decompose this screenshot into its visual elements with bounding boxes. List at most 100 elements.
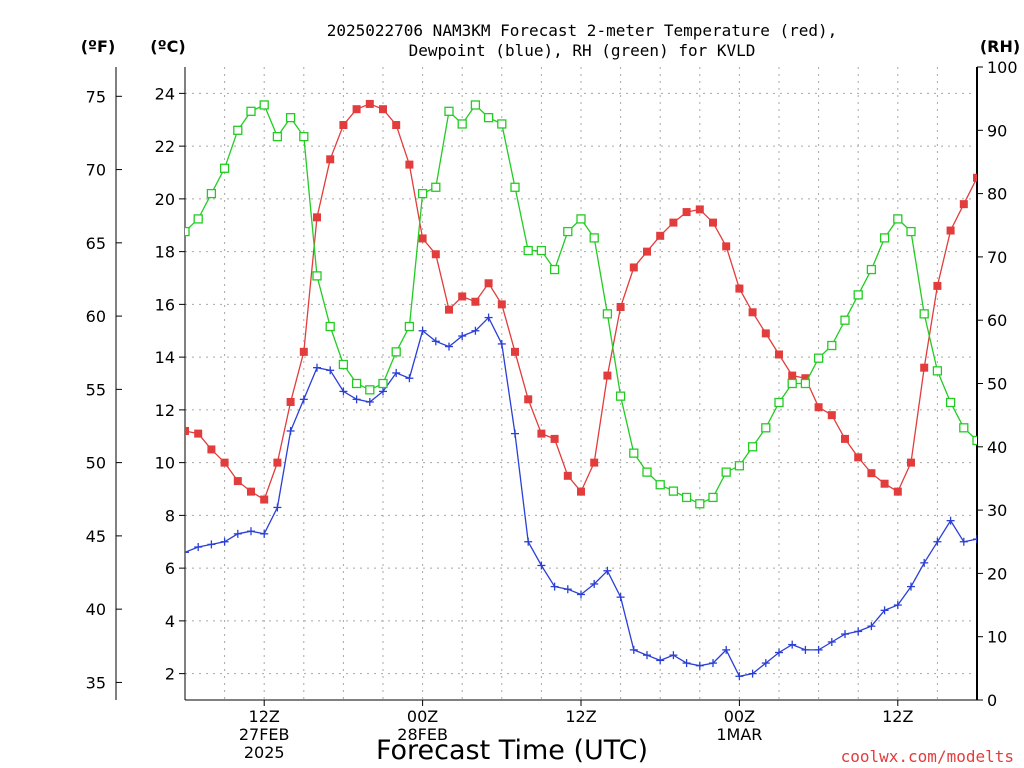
x-tick-label: 1MAR [716, 725, 762, 744]
dewpoint-point [185, 548, 189, 557]
temperature-point [827, 411, 836, 420]
rh-tick-label: 30 [987, 501, 1007, 520]
dewpoint-point [854, 627, 863, 636]
celsius-axis-header: (ºC) [150, 37, 185, 56]
rh-point [219, 163, 230, 173]
celsius-tick-label: 14 [155, 348, 175, 367]
celsius-tick-label: 22 [155, 137, 175, 156]
x-tick-label: 00Z [724, 707, 755, 726]
rh-point [193, 214, 203, 224]
dewpoint-point [867, 622, 876, 631]
rh-point [668, 486, 679, 496]
fahrenheit-tick-label: 70 [86, 161, 106, 180]
fahrenheit-tick-label: 45 [86, 527, 106, 546]
dewpoint-point [418, 326, 427, 335]
rh-point [615, 391, 626, 401]
temperature-point [973, 173, 977, 182]
dewpoint-point [814, 645, 823, 654]
rh-point [945, 397, 956, 408]
dewpoint-point [722, 645, 731, 654]
dewpoint-point [669, 651, 678, 660]
rh-point [576, 214, 586, 224]
temperature-point [286, 397, 295, 406]
temperature-point [497, 300, 506, 309]
temperature-point [365, 99, 374, 108]
temperature-point [616, 303, 625, 312]
temperature-point [841, 434, 849, 443]
rh-tick-label: 20 [987, 564, 1007, 583]
rh-point [655, 480, 665, 490]
rh-point [879, 233, 890, 243]
rh-tick-label: 10 [987, 628, 1007, 647]
dewpoint-point [273, 503, 282, 512]
rh-point [206, 188, 217, 199]
rh-point [272, 131, 283, 142]
dewpoint-point [365, 397, 374, 406]
temperature-point [484, 279, 493, 288]
rh-point [391, 347, 401, 357]
dewpoint-point [590, 579, 599, 588]
rh-point [708, 492, 718, 503]
temperature-point [392, 121, 401, 130]
rh-point [299, 131, 309, 142]
dewpoint-point [339, 387, 348, 396]
fahrenheit-tick-label: 65 [86, 234, 106, 253]
rh-point [774, 397, 784, 408]
rh-point [840, 315, 850, 325]
dewpoint-point [445, 342, 453, 351]
dewpoint-point [550, 582, 559, 591]
temperature-point [735, 284, 744, 293]
temperature-point [629, 263, 638, 272]
temperature-point [643, 247, 651, 256]
dewpoint-point [933, 537, 942, 546]
dewpoint-point [524, 537, 533, 546]
rh-tick-label: 100 [987, 58, 1018, 77]
series-dewpoint [185, 313, 977, 681]
x-tick-label: 2025 [244, 743, 285, 762]
temperature-point [550, 434, 559, 443]
dewpoint-point [946, 516, 955, 525]
axes [115, 67, 978, 701]
rh-point [431, 182, 441, 192]
dewpoint-point [656, 656, 665, 665]
dewpoint-point [920, 558, 929, 567]
rh-point [510, 182, 520, 192]
rh-point [246, 106, 256, 116]
dewpoint-point [313, 363, 321, 372]
rh-point [259, 100, 269, 110]
rh-point [497, 119, 507, 129]
rh-point [747, 442, 758, 452]
dewpoint-point [880, 606, 889, 615]
temperature-point [669, 218, 678, 227]
rh-point [417, 188, 428, 199]
chart-title-line2: Dewpoint (blue), RH (green) for KVLD [409, 41, 756, 60]
rh-point [444, 106, 454, 116]
temperature-point [880, 479, 889, 488]
rh-point [893, 214, 903, 224]
temperature-point [920, 363, 929, 372]
series-temperature [185, 99, 977, 504]
temperature-point [577, 487, 585, 496]
dewpoint-point [497, 339, 506, 348]
temperature-point [273, 458, 282, 467]
rh-point [866, 264, 877, 275]
rh-tick-label: 60 [987, 311, 1007, 330]
dewpoint-point [220, 537, 229, 546]
dewpoint-point [537, 561, 546, 570]
temperature-point [788, 371, 797, 380]
temperature-point [405, 160, 414, 169]
x-tick-label: 12Z [249, 707, 280, 726]
dewpoint-point [682, 659, 691, 668]
temperature-point [313, 213, 321, 222]
dewpoint-point [194, 543, 203, 552]
dewpoint-point [748, 669, 757, 678]
fahrenheit-tick-label: 55 [86, 380, 106, 399]
temperature-point [695, 205, 704, 214]
dewpoint-point [788, 640, 797, 649]
temperature-point [418, 234, 427, 243]
rh-point [233, 125, 243, 135]
dewpoint-point [695, 661, 704, 670]
rh-point [695, 499, 705, 509]
rh-point [787, 378, 797, 389]
celsius-tick-label: 2 [165, 665, 175, 684]
